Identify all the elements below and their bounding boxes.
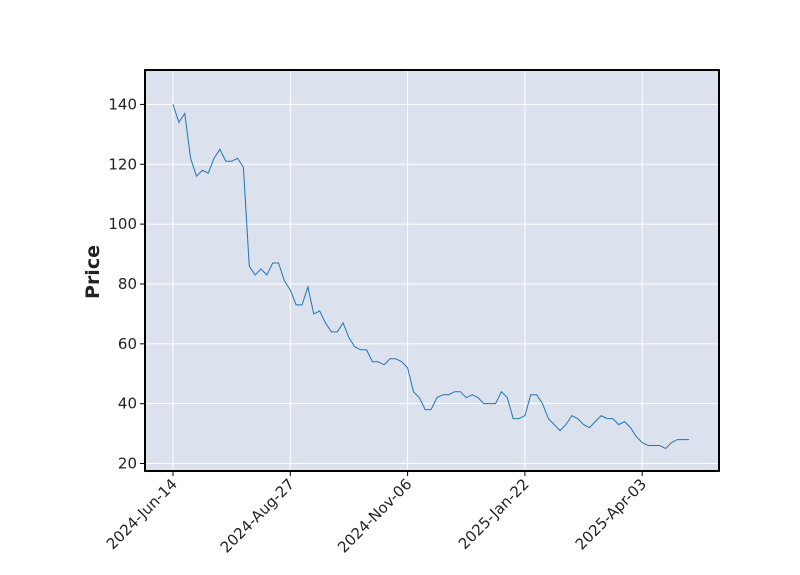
- y-tick-label: 140: [108, 95, 137, 113]
- y-tick-label: 40: [118, 395, 137, 413]
- x-tick-label: 2025-Jan-22: [455, 475, 533, 553]
- y-tick-label: 100: [108, 215, 137, 233]
- y-axis-label: Price: [82, 245, 104, 299]
- y-tick-label: 20: [118, 455, 137, 473]
- y-tick-label: 80: [118, 275, 137, 293]
- x-tick-label: 2024-Aug-27: [217, 475, 298, 556]
- price-line: [172, 104, 690, 450]
- y-tick-label: 60: [118, 335, 137, 353]
- grid: [145, 70, 719, 471]
- x-tick-label: 2025-Apr-03: [572, 475, 650, 553]
- marks: [172, 104, 690, 450]
- y-tick-label: 120: [108, 155, 137, 173]
- plot-background: [145, 70, 719, 471]
- x-tick-label: 2024-Nov-06: [334, 475, 415, 556]
- plot-frame: [144, 69, 720, 472]
- x-tick-label: 2024-Jun-14: [103, 475, 181, 553]
